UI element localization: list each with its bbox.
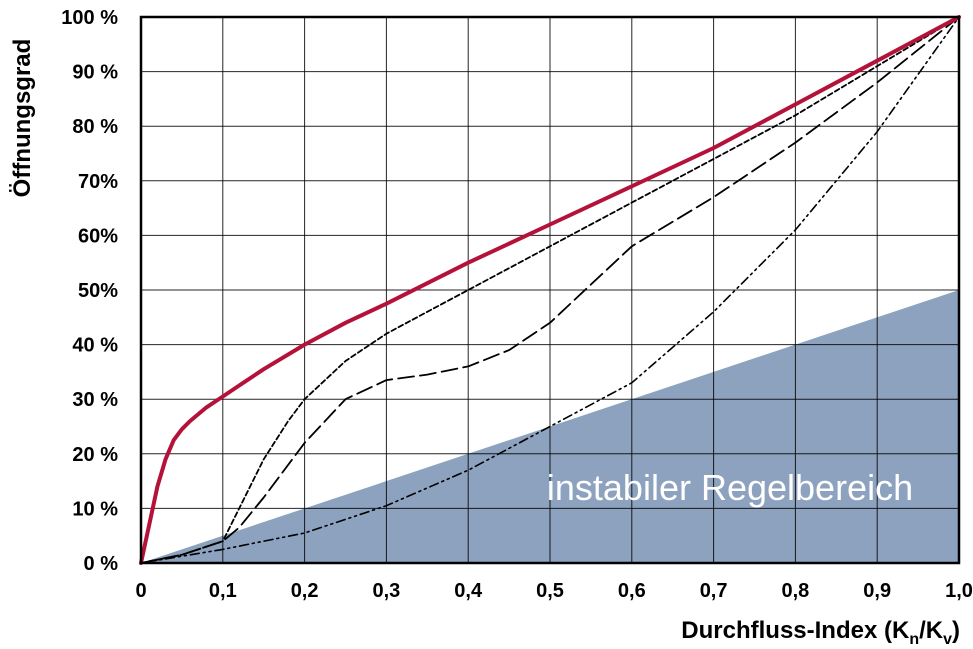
y-axis-ticks: 0 % 10 % 20 % 30 % 40 % 50% 60% 70% 80 % 90 % 100 … xyxy=(61,7,118,575)
y-tick-label-7: 70% xyxy=(78,171,118,193)
x-axis-ticks: 0 0,1 0,2 0,3 0,4 0,5 0,6 0,7 0,8 0,9 1,0 xyxy=(135,580,972,602)
x-tick-label-9: 0,9 xyxy=(863,580,891,602)
x-axis-title-sub-n: n xyxy=(909,631,919,648)
y-tick-label-3: 30 % xyxy=(72,389,118,411)
x-axis-title-mid: /K xyxy=(919,617,944,644)
y-tick-label-4: 40 % xyxy=(72,335,118,357)
x-tick-label-7: 0,7 xyxy=(700,580,728,602)
x-tick-label-2: 0,2 xyxy=(291,580,319,602)
y-tick-label-0: 0 % xyxy=(84,553,119,575)
y-tick-label-8: 80 % xyxy=(72,116,118,138)
x-axis-title-end: ) xyxy=(952,617,960,644)
x-axis-title-sub-v: v xyxy=(943,631,952,648)
y-tick-label-9: 90 % xyxy=(72,62,118,84)
x-tick-label-1: 0,1 xyxy=(209,580,237,602)
y-axis-title: Öffnungsgrad xyxy=(9,39,36,198)
y-tick-label-10: 100 % xyxy=(61,7,118,29)
x-tick-label-4: 0,4 xyxy=(454,580,483,602)
y-tick-label-5: 50% xyxy=(78,280,118,302)
x-tick-label-3: 0,3 xyxy=(372,580,400,602)
x-tick-label-10: 1,0 xyxy=(945,580,973,602)
x-tick-label-5: 0,5 xyxy=(536,580,564,602)
y-tick-label-6: 60% xyxy=(78,225,118,247)
x-axis-title-main: Durchfluss-Index (K xyxy=(681,617,910,644)
y-tick-label-2: 20 % xyxy=(72,444,118,466)
x-tick-label-0: 0 xyxy=(135,580,146,602)
y-tick-label-1: 10 % xyxy=(72,498,118,520)
x-tick-label-8: 0,8 xyxy=(781,580,809,602)
x-axis-title: Durchfluss-Index (Kn/Kv) xyxy=(681,617,960,648)
x-tick-label-6: 0,6 xyxy=(618,580,646,602)
region-label: instabiler Regelbereich xyxy=(547,467,913,508)
